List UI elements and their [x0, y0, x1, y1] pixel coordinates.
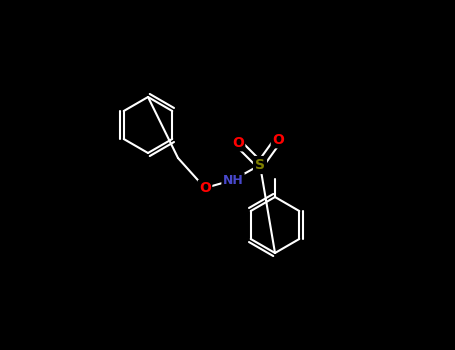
- Text: S: S: [255, 158, 265, 172]
- Text: NH: NH: [222, 174, 243, 187]
- Text: O: O: [199, 181, 211, 195]
- Text: O: O: [272, 133, 284, 147]
- Text: O: O: [232, 136, 244, 150]
